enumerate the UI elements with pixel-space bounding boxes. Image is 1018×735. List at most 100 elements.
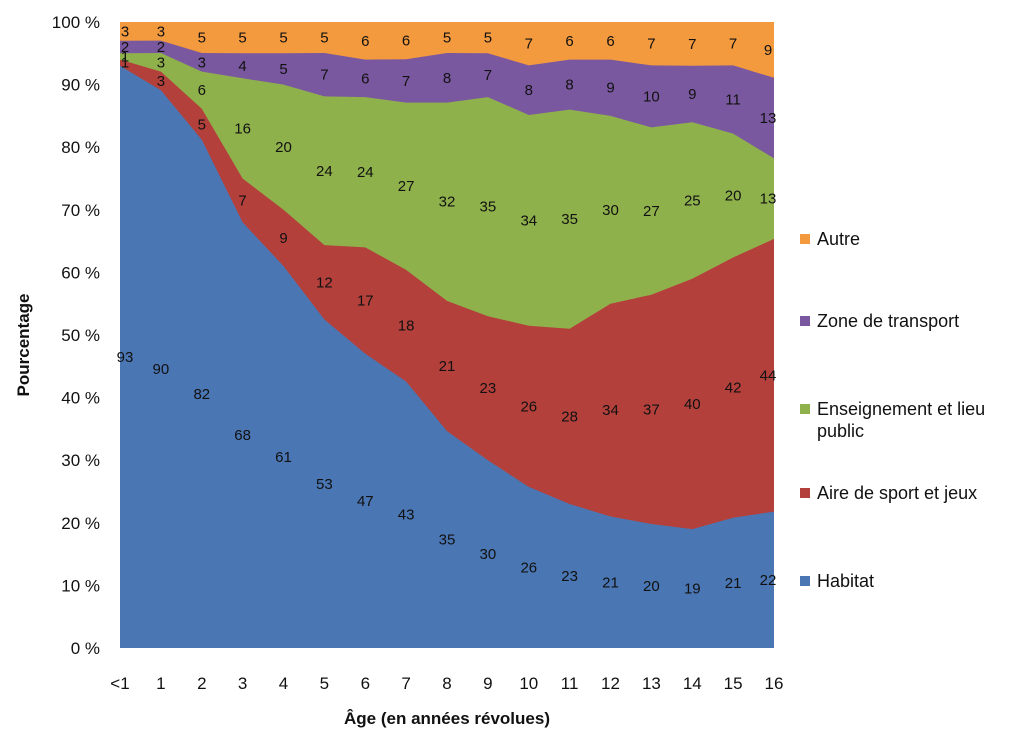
legend-item-autre: Autre xyxy=(800,228,1007,250)
data-label-zone-de-transport-16: 13 xyxy=(760,110,777,127)
legend-swatch-enseignement xyxy=(800,404,810,414)
area-habitat xyxy=(120,65,774,649)
data-label-aire-de-sport-et-jeux-16: 44 xyxy=(760,367,777,384)
data-label-autre-11: 6 xyxy=(565,33,573,50)
x-tick-0: <1 xyxy=(110,674,129,693)
data-label-autre-12: 6 xyxy=(606,33,614,50)
y-tick-1: 10 % xyxy=(61,576,100,595)
x-tick-4: 4 xyxy=(279,674,288,693)
x-tick-3: 3 xyxy=(238,674,247,693)
data-label-habitat-1: 90 xyxy=(153,361,170,378)
x-tick-15: 15 xyxy=(724,674,743,693)
y-tick-9: 90 % xyxy=(61,76,100,95)
y-tick-4: 40 % xyxy=(61,389,100,408)
y-tick-3: 30 % xyxy=(61,451,100,470)
data-label-zone-de-transport-15: 11 xyxy=(725,92,741,109)
legend-label-zone-de-transport: Zone de transport xyxy=(817,311,960,331)
data-label-autre-14: 7 xyxy=(688,36,696,53)
data-label-enseignement-et-lieu-public-10: 34 xyxy=(520,212,537,229)
data-label-zone-de-transport-7: 7 xyxy=(402,73,410,90)
data-label-autre-15: 7 xyxy=(729,36,737,53)
data-label-aire-de-sport-et-jeux-6: 17 xyxy=(357,293,374,310)
legend-swatch-habitat xyxy=(800,576,810,586)
data-label-aire-de-sport-et-jeux-4: 9 xyxy=(279,230,287,247)
data-label-zone-de-transport-4: 5 xyxy=(279,61,287,78)
data-label-habitat-3: 68 xyxy=(234,427,251,444)
data-label-aire-de-sport-et-jeux-12: 34 xyxy=(602,402,619,419)
data-label-aire-de-sport-et-jeux-15: 42 xyxy=(725,380,742,397)
x-tick-1: 1 xyxy=(156,674,165,693)
y-tick-0: 0 % xyxy=(71,639,100,658)
data-label-enseignement-et-lieu-public-14: 25 xyxy=(684,192,701,209)
data-label-zone-de-transport-6: 6 xyxy=(361,70,369,87)
data-label-habitat-16: 22 xyxy=(760,572,777,589)
data-label-habitat-12: 21 xyxy=(602,574,619,591)
legend-item-zone-de-transport: Zone de transport xyxy=(800,310,1007,332)
data-label-zone-de-transport-10: 8 xyxy=(525,82,533,99)
data-label-habitat-0: 93 xyxy=(117,349,134,366)
data-label-enseignement-et-lieu-public-7: 27 xyxy=(398,178,415,195)
y-tick-2: 20 % xyxy=(61,514,100,533)
data-label-autre-13: 7 xyxy=(647,36,655,53)
data-label-enseignement-et-lieu-public-11: 35 xyxy=(561,211,578,228)
x-tick-9: 9 xyxy=(483,674,492,693)
legend-swatch-zone-de-transport xyxy=(800,316,810,326)
data-label-zone-de-transport-0: 2 xyxy=(121,39,129,56)
data-label-zone-de-transport-12: 9 xyxy=(606,80,614,97)
data-label-habitat-15: 21 xyxy=(725,575,742,592)
y-tick-10: 100 % xyxy=(52,13,100,32)
data-label-aire-de-sport-et-jeux-14: 40 xyxy=(684,396,701,413)
data-label-enseignement-et-lieu-public-8: 32 xyxy=(439,194,456,211)
data-label-autre-1: 3 xyxy=(157,23,165,40)
data-label-enseignement-et-lieu-public-0: 1 xyxy=(121,48,129,65)
data-label-habitat-10: 26 xyxy=(520,559,537,576)
y-tick-8: 80 % xyxy=(61,138,100,157)
data-label-aire-de-sport-et-jeux-5: 12 xyxy=(316,274,333,291)
x-tick-12: 12 xyxy=(601,674,620,693)
data-label-autre-2: 5 xyxy=(198,30,206,47)
data-label-zone-de-transport-8: 8 xyxy=(443,70,451,87)
data-label-enseignement-et-lieu-public-3: 16 xyxy=(234,120,251,137)
data-label-zone-de-transport-14: 9 xyxy=(688,86,696,103)
data-label-enseignement-et-lieu-public-9: 35 xyxy=(480,199,497,216)
data-label-autre-10: 7 xyxy=(525,36,533,53)
data-label-aire-de-sport-et-jeux-0: 1 xyxy=(121,55,129,72)
y-tick-6: 60 % xyxy=(61,263,100,282)
y-tick-7: 70 % xyxy=(61,201,100,220)
x-tick-6: 6 xyxy=(361,674,370,693)
x-axis-title: Âge (en années révolues) xyxy=(344,709,550,728)
data-label-enseignement-et-lieu-public-6: 24 xyxy=(357,164,374,181)
y-tick-5: 50 % xyxy=(61,326,100,345)
data-label-aire-de-sport-et-jeux-7: 18 xyxy=(398,318,415,335)
data-label-aire-de-sport-et-jeux-10: 26 xyxy=(520,398,537,415)
data-label-aire-de-sport-et-jeux-8: 21 xyxy=(439,358,456,375)
data-label-autre-9: 5 xyxy=(484,30,492,47)
data-label-aire-de-sport-et-jeux-1: 3 xyxy=(157,73,165,90)
data-label-enseignement-et-lieu-public-13: 27 xyxy=(643,203,660,220)
data-label-habitat-9: 30 xyxy=(480,546,497,563)
x-tick-13: 13 xyxy=(642,674,661,693)
data-label-aire-de-sport-et-jeux-2: 5 xyxy=(198,116,206,133)
x-tick-2: 2 xyxy=(197,674,206,693)
data-label-enseignement-et-lieu-public-15: 20 xyxy=(725,188,742,205)
data-label-enseignement-et-lieu-public-5: 24 xyxy=(316,163,333,180)
data-label-habitat-5: 53 xyxy=(316,476,333,493)
data-label-autre-4: 5 xyxy=(279,30,287,47)
x-axis-ticks: <1 1 2 3 4 5 6 7 8 9 10 11 12 13 14 15 16 xyxy=(110,674,783,693)
data-label-aire-de-sport-et-jeux-13: 37 xyxy=(643,401,660,418)
data-label-enseignement-et-lieu-public-1: 3 xyxy=(157,54,165,71)
legend-swatch-aire-de-sport xyxy=(800,488,810,498)
data-label-autre-6: 6 xyxy=(361,33,369,50)
legend-item-enseignement: Enseignement et lieu public xyxy=(800,398,1007,442)
data-label-enseignement-et-lieu-public-2: 6 xyxy=(198,82,206,99)
data-label-habitat-2: 82 xyxy=(193,386,210,403)
data-label-autre-5: 5 xyxy=(320,30,328,47)
legend-swatch-autre xyxy=(800,234,810,244)
data-label-zone-de-transport-1: 2 xyxy=(157,39,165,56)
x-tick-11: 11 xyxy=(561,674,579,693)
data-label-autre-7: 6 xyxy=(402,33,410,50)
data-label-habitat-8: 35 xyxy=(439,532,456,549)
area-layers xyxy=(120,22,774,649)
